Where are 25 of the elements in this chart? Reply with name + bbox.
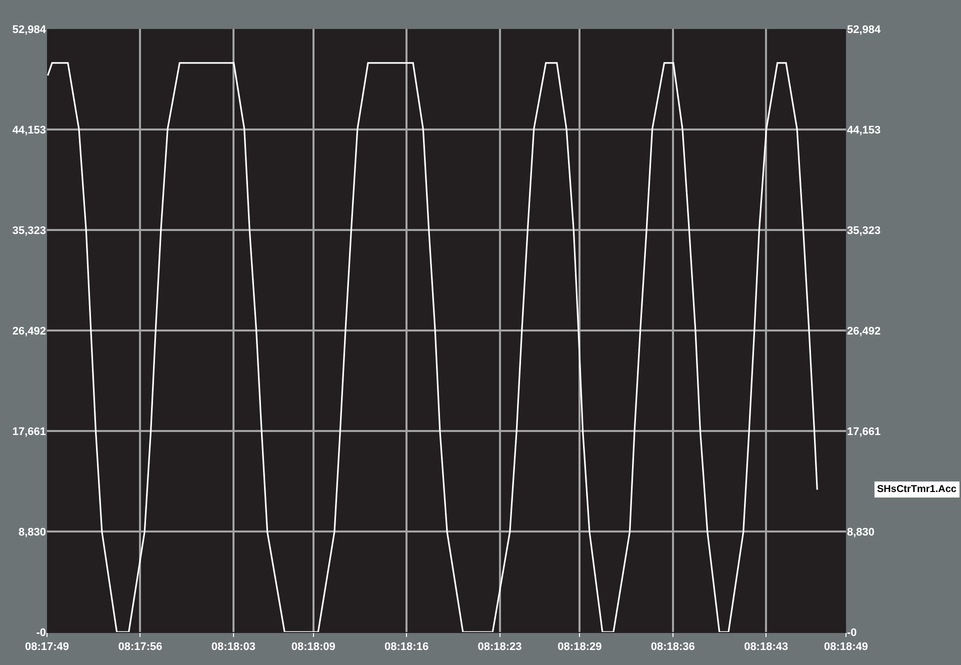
y2-tick-label: 35,323 [847,224,881,237]
y2-tick-label: 44,153 [847,124,881,136]
x-tick-label: 08:18:03 [211,641,256,654]
y2-tick-label: 17,661 [847,426,881,438]
y-tick-label: -0 [36,626,46,639]
y2-tick-label: 8,830 [847,526,875,538]
x-tick-label: 08:18:09 [291,641,336,654]
y-tick-label: 17,661 [12,426,46,438]
x-tick-label: 08:18:36 [650,641,695,654]
x-tick-label: 08:18:23 [478,641,522,654]
y2-tick-label: 52,984 [847,24,882,36]
x-tick-label: 08:18:49 [824,641,868,654]
y-tick-label: 26,492 [12,325,46,338]
x-tick-label: 08:18:43 [744,641,788,654]
y-tick-label: 35,323 [12,224,46,237]
x-tick-label: 08:18:29 [558,641,602,654]
y-tick-label: 8,830 [18,526,46,538]
y2-tick-label: 26,492 [847,325,881,338]
y-tick-label: 44,153 [12,124,46,136]
text: SHsCtrTmr1.Acc [877,484,957,495]
x-tick-label: 08:18:16 [384,641,429,654]
x-tick-label: 08:17:56 [118,641,162,654]
y-tick-label: 52,984 [12,24,47,36]
x-tick-label: 08:17:49 [24,641,70,654]
y2-tick-label: -0 [847,626,857,639]
